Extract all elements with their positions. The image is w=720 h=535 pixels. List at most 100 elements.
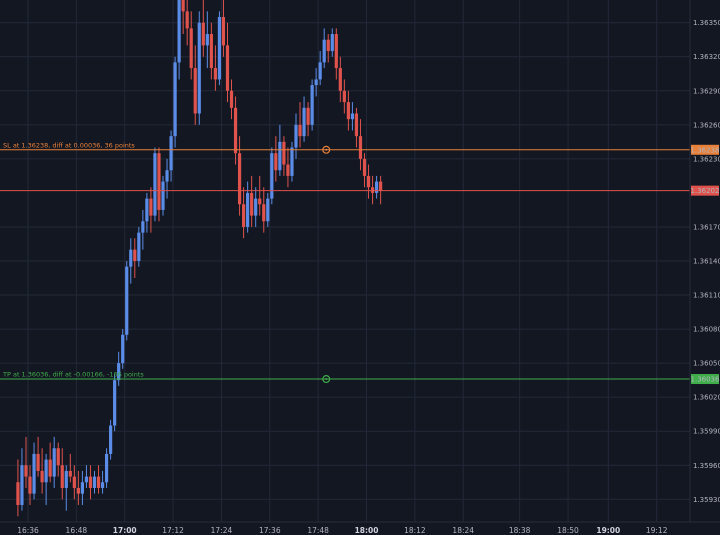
order-levels[interactable]: SL at 1.36238, diff at 0.00036, 36 point… [0,141,720,385]
candle-body[interactable] [237,153,242,205]
candle-body[interactable] [125,266,129,335]
candle-body[interactable] [274,153,278,171]
candle-body[interactable] [20,465,24,505]
candle-body[interactable] [250,192,254,216]
candle-body[interactable] [346,102,350,120]
candle-body[interactable] [306,107,310,125]
candle-body[interactable] [177,0,181,63]
candle-body[interactable] [28,476,32,494]
candle-body[interactable] [298,124,302,137]
candle-body[interactable] [330,34,334,52]
candle-body[interactable] [36,453,40,471]
candle-body[interactable] [262,204,266,222]
candle-body[interactable] [189,28,193,69]
candle-body[interactable] [68,470,72,477]
candle-body[interactable] [374,181,379,193]
candle-body[interactable] [109,425,113,454]
candle-body[interactable] [233,107,238,154]
candle-body[interactable] [229,90,234,108]
candle-body[interactable] [129,249,133,267]
candle-body[interactable] [185,11,189,29]
candle-body[interactable] [76,487,80,494]
candle-body[interactable] [24,465,28,477]
candle-body[interactable] [84,476,89,483]
candle-body[interactable] [225,45,230,91]
candle-body[interactable] [161,181,165,210]
candle-body[interactable] [254,198,258,216]
candle-body[interactable] [294,124,298,148]
take-profit-drag-handle[interactable] [322,375,331,384]
candle-body[interactable] [354,113,359,137]
candle-body[interactable] [193,68,197,114]
candle-body[interactable] [270,153,274,199]
candle-body[interactable] [153,153,157,216]
candle-body[interactable] [181,0,185,12]
candle-body[interactable] [137,232,141,261]
candle-body[interactable] [64,470,68,488]
candle-body[interactable] [290,147,294,176]
candle-body[interactable] [213,68,217,80]
time-axis[interactable]: 16:36 16:48 17:00 17:12 17:24 17:36 17:48 18:00… [17,526,668,535]
candle-body[interactable] [88,476,93,488]
candle-body[interactable] [334,34,338,69]
candle-body[interactable] [310,85,314,125]
candle-body[interactable] [141,221,145,233]
candle-body[interactable] [165,170,169,182]
candle-body[interactable] [96,476,101,488]
candle-body[interactable] [246,192,250,227]
candle-body[interactable] [92,476,97,488]
candle-body[interactable] [48,459,52,477]
candle-body[interactable] [121,334,125,364]
candle-body[interactable] [40,470,44,483]
candle-body[interactable] [366,175,371,188]
candle-body[interactable] [338,68,342,91]
candle-body[interactable] [342,90,346,103]
candlestick-series[interactable] [16,0,383,517]
candle-body[interactable] [278,141,282,171]
candle-body[interactable] [173,62,177,137]
candle-body[interactable] [350,113,355,120]
candle-body[interactable] [44,459,48,483]
stop-loss-drag-handle[interactable] [322,145,331,154]
candle-body[interactable] [133,249,137,261]
candle-body[interactable] [145,198,149,222]
candle-body[interactable] [16,482,20,505]
candle-body[interactable] [197,22,201,114]
candle-body[interactable] [221,17,226,46]
candle-body[interactable] [72,476,76,488]
candle-body[interactable] [56,448,60,466]
candle-body[interactable] [169,136,173,171]
candle-body[interactable] [117,363,121,381]
candle-body[interactable] [314,79,318,86]
time-tick-label: 18:00 [355,526,379,535]
candle-body[interactable] [80,482,85,494]
stop-loss-label: SL at 1.36238, diff at 0.00036, 36 point… [3,141,135,149]
candle-body[interactable] [258,198,262,205]
candle-body[interactable] [318,62,322,80]
candle-body[interactable] [362,158,367,176]
candle-body[interactable] [149,198,153,216]
candle-body[interactable] [266,198,270,222]
candle-body[interactable] [370,187,375,193]
candle-body[interactable] [286,164,290,176]
candle-body[interactable] [60,465,64,488]
candle-body[interactable] [282,141,286,165]
candle-body[interactable] [379,181,383,191]
candle-body[interactable] [358,136,363,159]
candle-body[interactable] [205,34,209,46]
candle-body[interactable] [326,39,330,52]
price-axis[interactable]: 1.36350 1.36320 1.36290 1.36260 1.36230 1.361… [693,19,720,504]
candle-body[interactable] [52,448,56,477]
candle-body[interactable] [113,380,117,426]
candle-body[interactable] [104,453,109,483]
candle-body[interactable] [157,153,161,210]
candle-body[interactable] [201,22,205,46]
candle-body[interactable] [217,17,222,80]
candle-body[interactable] [100,482,105,488]
candle-body[interactable] [242,204,246,227]
candle-body[interactable] [322,39,326,63]
candle-body[interactable] [209,34,213,69]
candle-body[interactable] [302,107,306,137]
candle-body[interactable] [32,453,36,494]
